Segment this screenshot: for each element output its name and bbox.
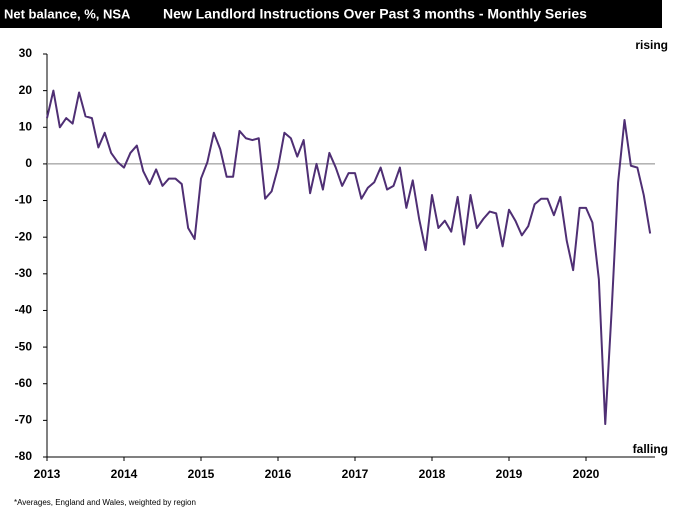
y-tick-label: 30 (19, 46, 33, 60)
annotation: falling (633, 442, 668, 456)
y-tick-label: -70 (15, 413, 33, 427)
x-tick-label: 2017 (342, 467, 369, 481)
y-tick-label: -50 (15, 339, 33, 353)
y-axis-label: Net balance, %, NSA (4, 6, 131, 21)
x-tick-label: 2013 (34, 467, 61, 481)
header-bar (0, 0, 662, 28)
y-tick-label: 0 (25, 156, 32, 170)
annotation: rising (635, 38, 668, 52)
x-tick-label: 2015 (188, 467, 215, 481)
y-tick-label: -20 (15, 229, 33, 243)
y-tick-label: 20 (19, 83, 33, 97)
x-tick-label: 2020 (573, 467, 600, 481)
x-tick-label: 2018 (419, 467, 446, 481)
footnote: *Averages, England and Wales, weighted b… (14, 498, 196, 507)
x-tick-label: 2014 (111, 467, 138, 481)
y-tick-label: -30 (15, 266, 33, 280)
y-tick-label: -40 (15, 303, 33, 317)
y-tick-label: -60 (15, 376, 33, 390)
x-tick-label: 2016 (265, 467, 292, 481)
y-tick-label: -10 (15, 193, 33, 207)
y-tick-label: 10 (19, 119, 33, 133)
y-tick-label: -80 (15, 449, 33, 463)
x-tick-label: 2019 (496, 467, 523, 481)
chart-title: New Landlord Instructions Over Past 3 mo… (163, 6, 587, 22)
line-series (46, 89, 652, 426)
